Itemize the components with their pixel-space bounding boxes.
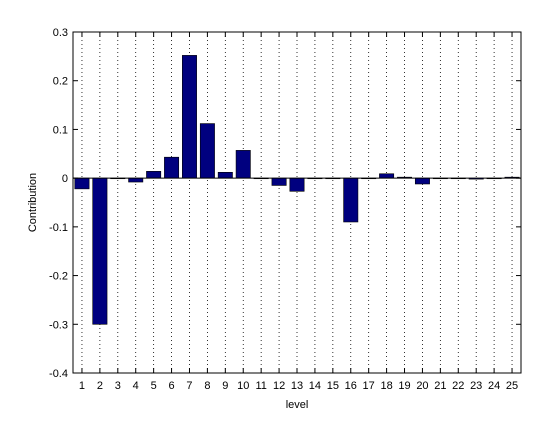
x-tick-label: 10 — [237, 380, 249, 392]
y-tick-label: 0.3 — [53, 27, 68, 39]
x-tick-label: 4 — [133, 380, 139, 392]
x-axis-label: level — [286, 399, 309, 411]
x-axis-ticks: 1 2 3 4 5 6 7 8 9 10 11 12 13 14 15 16 17 18 19 20 21 22 23 24 2… — [79, 32, 518, 392]
bar-level-18 — [379, 173, 395, 179]
x-tick-label: 9 — [222, 380, 228, 392]
x-tick-label: 21 — [434, 380, 446, 392]
x-tick-label: 8 — [204, 380, 210, 392]
y-axis-label: Contribution — [27, 173, 39, 232]
y-tick-label: 0.1 — [53, 124, 68, 136]
x-tick-label: 22 — [452, 380, 464, 392]
y-tick-label: -0.3 — [49, 319, 68, 331]
x-tick-label: 14 — [309, 380, 321, 392]
x-tick-label: 23 — [470, 380, 482, 392]
x-tick-label: 13 — [291, 380, 303, 392]
bar-level-5 — [146, 171, 162, 179]
x-tick-label: 1 — [79, 380, 85, 392]
bar-level-2 — [92, 177, 108, 325]
bar-level-8 — [199, 123, 215, 179]
y-tick-label: -0.1 — [49, 222, 68, 234]
y-tick-label: 0 — [62, 173, 68, 185]
x-tick-label: 15 — [327, 380, 339, 392]
x-tick-label: 19 — [398, 380, 410, 392]
bar-level-10 — [235, 150, 251, 179]
x-tick-label: 6 — [168, 380, 174, 392]
bar-level-6 — [164, 156, 180, 179]
x-tick-label: 18 — [380, 380, 392, 392]
bar-level-4 — [128, 177, 144, 183]
x-tick-label: 17 — [363, 380, 375, 392]
bar-level-13 — [289, 177, 305, 192]
x-tick-label: 20 — [416, 380, 428, 392]
y-tick-label: 0.2 — [53, 76, 68, 88]
y-tick-label: -0.2 — [49, 271, 68, 283]
y-axis-ticks: -0.4 -0.3 -0.2 -0.1 0 0.1 0.2 0.3 — [49, 27, 521, 380]
x-tick-label: 16 — [345, 380, 357, 392]
bar-level-16 — [343, 177, 359, 223]
x-tick-label: 12 — [273, 380, 285, 392]
plot-frame — [72, 31, 522, 374]
x-tick-label: 5 — [151, 380, 157, 392]
grid-layer — [81, 32, 513, 373]
bar-level-20 — [414, 177, 430, 185]
y-tick-label: -0.4 — [49, 368, 68, 380]
bar-level-1 — [74, 177, 90, 190]
bar-level-12 — [271, 177, 287, 186]
bar-level-9 — [217, 171, 233, 179]
x-tick-label: 24 — [488, 380, 500, 392]
x-tick-label: 11 — [255, 380, 266, 392]
bar-layer — [74, 55, 520, 325]
x-tick-label: 7 — [186, 380, 192, 392]
x-tick-label: 25 — [506, 380, 518, 392]
x-tick-label: 2 — [97, 380, 103, 392]
bar-level-7 — [182, 55, 197, 179]
x-tick-label: 3 — [115, 380, 121, 392]
